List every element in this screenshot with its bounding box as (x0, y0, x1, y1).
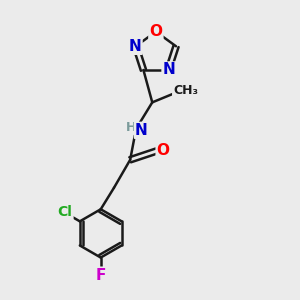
Text: N: N (163, 62, 175, 77)
Text: O: O (149, 24, 162, 39)
Text: H: H (126, 121, 136, 134)
Text: N: N (135, 123, 148, 138)
Text: N: N (129, 39, 142, 54)
Text: O: O (157, 143, 170, 158)
Text: CH₃: CH₃ (173, 84, 198, 97)
Text: Cl: Cl (58, 205, 73, 219)
Text: F: F (95, 268, 106, 283)
